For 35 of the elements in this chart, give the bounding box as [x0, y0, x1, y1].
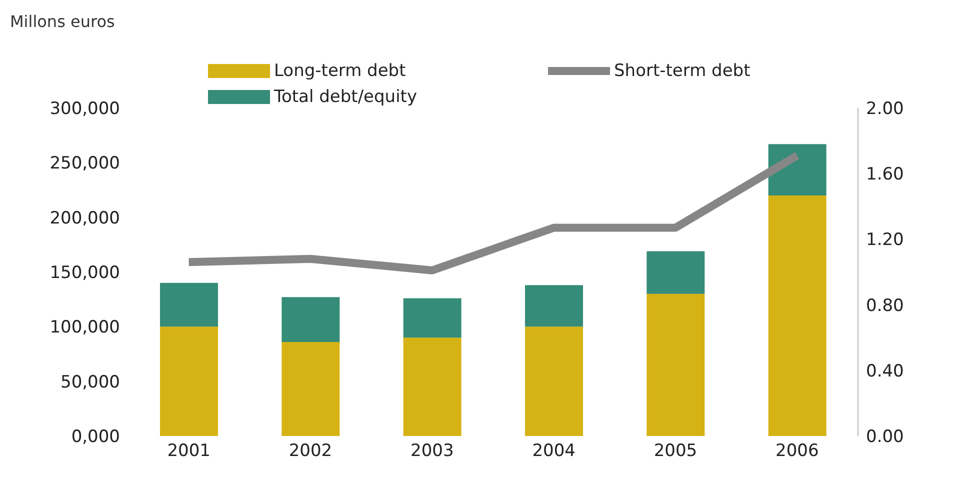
bar [768, 144, 826, 196]
bar [525, 285, 583, 327]
bar [282, 342, 340, 436]
y2-tick-label: 1.20 [866, 230, 904, 250]
y-tick-label: 250,000 [50, 154, 120, 174]
bar [646, 251, 705, 294]
y2-tick-label: 0.00 [866, 427, 904, 448]
bar [403, 298, 462, 338]
bar [403, 338, 462, 436]
y-tick-label: 100,000 [50, 318, 120, 338]
x-tick-label: 2004 [532, 441, 576, 462]
x-tick-label: 2002 [288, 441, 332, 462]
y2-tick-label: 0.40 [866, 361, 904, 382]
legend-label: Long-term debt [273, 60, 407, 83]
bar [160, 326, 218, 436]
y2-tick-label: 1.60 [866, 164, 904, 185]
y2-tick-label: 0.80 [866, 296, 904, 316]
legend-label: Total debt/equity [273, 86, 418, 109]
bar [646, 294, 705, 436]
y-tick-label: 200,000 [50, 208, 120, 228]
bar [525, 326, 583, 436]
y-tick-label: 0,000 [71, 427, 120, 448]
x-tick-label: 2006 [776, 441, 819, 462]
x-tick-label: 2001 [167, 441, 210, 462]
bar [282, 297, 340, 342]
legend-label: Short-term debt [613, 60, 752, 83]
y-tick-label: 150,000 [50, 263, 120, 284]
y2-tick-label: 2.00 [866, 99, 904, 120]
bar [160, 282, 218, 327]
x-tick-label: 2003 [410, 441, 454, 462]
y-axis-title: Millons euros [10, 12, 115, 31]
bar [768, 195, 826, 436]
y-tick-label: 300,000 [50, 99, 120, 120]
y-tick-label: 50,000 [60, 372, 120, 392]
x-tick-label: 2005 [654, 441, 698, 462]
